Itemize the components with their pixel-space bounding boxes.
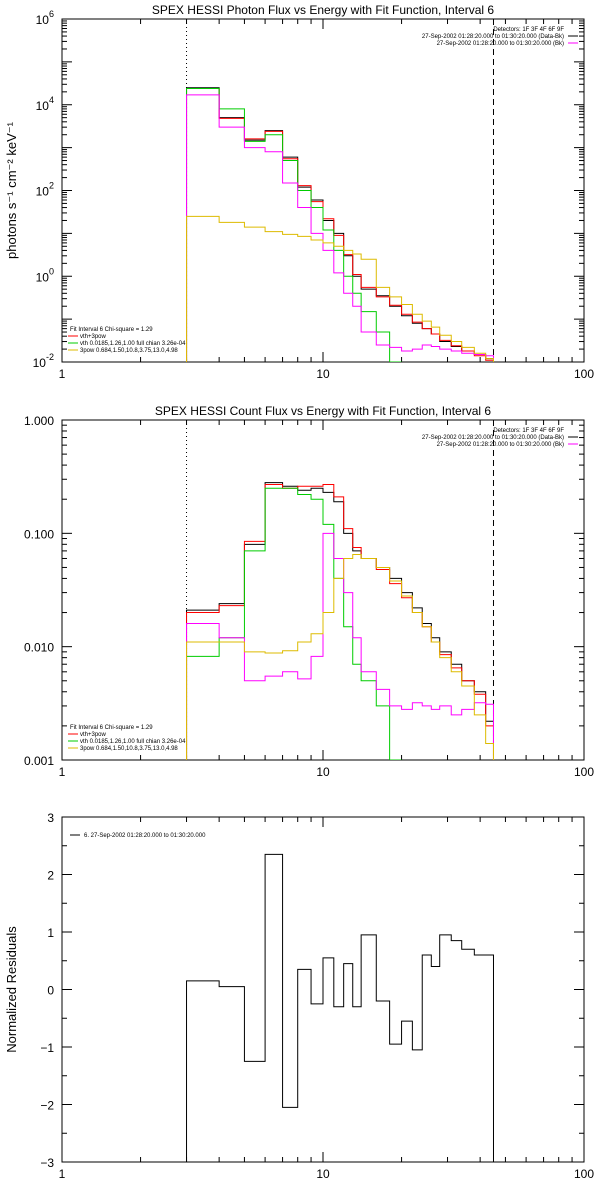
legend-entry: 3pow 0.684,1.50,10.8,3.75,13.0,4.98 <box>80 746 178 752</box>
y-tick-label: −2 <box>40 1099 54 1113</box>
y-tick-base: 10 <box>36 99 50 113</box>
y-tick-base: 10 <box>36 185 50 199</box>
series-line-1 <box>186 482 494 760</box>
y-tick-label: 106 <box>36 9 54 27</box>
legend-entry: 6. 27-Sep-2002 01:28:20.000 to 01:30:20.… <box>84 833 206 839</box>
x-tick-label: 1 <box>59 765 66 779</box>
series-line-2 <box>186 87 494 362</box>
legend-entry: Fit Interval 6 Chi-square = 1.29 <box>70 327 153 333</box>
y-tick-exponent: 4 <box>49 95 54 105</box>
y-tick-label: 102 <box>36 181 54 199</box>
y-tick-label: 100 <box>36 266 54 284</box>
y-tick-base: 10 <box>36 270 50 284</box>
legend-entry: Fit Interval 6 Chi-square = 1.29 <box>70 725 153 731</box>
legend-entry: 27-Sep-2002 01:28:20.000 to 01:30:20.000… <box>437 442 564 448</box>
y-tick-base: 10 <box>36 13 50 27</box>
x-tick-label: 1 <box>59 1167 66 1181</box>
legend-entry: 27-Sep-2002 01:28:20.000 to 01:30:20.000… <box>422 34 564 40</box>
chart-panel-3: Normalized Residuals 1 10 100 −3 −2 −1 0 1 2 3 6. 2… <box>4 811 594 1181</box>
legend-entry: 27-Sep-2002 01:28:20.000 to 01:30:20.000… <box>437 41 564 47</box>
legend-entry: vth 0.0185,1.26,1.00 full chian 3.26e-04 <box>80 739 186 745</box>
series-line-1 <box>186 853 494 1162</box>
y-tick-exponent: 0 <box>49 266 54 276</box>
legend-entry: vth+3pow <box>80 334 107 340</box>
x-tick-label: 1 <box>59 367 66 381</box>
x-tick-label: 10 <box>316 367 330 381</box>
y-tick-exponent: 2 <box>49 181 54 191</box>
y-tick-label: 10-2 <box>33 352 54 370</box>
series-line-4 <box>186 94 494 362</box>
y-tick-exponent: -2 <box>46 352 54 362</box>
legend-entry: vth+3pow <box>80 732 107 738</box>
series-line-5 <box>186 215 494 362</box>
series-line-4 <box>186 532 494 760</box>
series-line-2 <box>186 483 494 760</box>
legend-entry: Detectors: 1F 3F 4F 6F 9F <box>493 428 564 434</box>
y-tick-exponent: 6 <box>49 9 54 19</box>
y-tick-label: 1.000 <box>24 414 54 428</box>
x-tick-label: 100 <box>574 367 594 381</box>
y-axis-label: photons s⁻¹ cm⁻² keV⁻¹ <box>4 121 19 259</box>
x-tick-label: 10 <box>316 1167 330 1181</box>
chart-title: SPEX HESSI Photon Flux vs Energy with Fi… <box>152 3 494 17</box>
series-line-5 <box>186 554 494 760</box>
y-tick-label: 0.100 <box>24 527 54 541</box>
plot-frame <box>61 18 585 363</box>
y-tick-label: 0.010 <box>24 641 54 655</box>
x-tick-label: 10 <box>316 765 330 779</box>
chart-panel-2: SPEX HESSI Count Flux vs Energy with Fit… <box>24 404 594 779</box>
y-tick-label: −1 <box>40 1041 54 1055</box>
y-tick-label: 1 <box>47 926 54 940</box>
y-tick-label: 2 <box>47 869 54 883</box>
y-tick-label: 3 <box>47 811 54 825</box>
x-tick-label: 100 <box>574 765 594 779</box>
legend-entry: vth 0.0185,1.26,1.00 full chian 3.26e-04 <box>80 341 186 347</box>
series-line-1 <box>186 87 494 362</box>
legend-entry: Detectors: 1F 3F 4F 6F 9F <box>493 27 564 33</box>
series-line-3 <box>186 487 402 760</box>
y-tick-base: 10 <box>33 356 47 370</box>
series-line-3 <box>186 87 402 362</box>
chart-title: SPEX HESSI Count Flux vs Energy with Fit… <box>155 404 491 418</box>
legend-entry: 3pow 0.684,1.50,10.8,3.75,13.0,4.98 <box>80 348 178 354</box>
x-tick-label: 100 <box>574 1167 594 1181</box>
chart-panel-1: SPEX HESSI Photon Flux vs Energy with Fi… <box>4 3 594 381</box>
y-axis-label: Normalized Residuals <box>4 926 19 1053</box>
legend-entry: 27-Sep-2002 01:28:20.000 to 01:30:20.000… <box>422 435 564 441</box>
y-tick-label: 0 <box>47 984 54 998</box>
y-tick-label: 104 <box>36 95 54 113</box>
y-tick-label: 0.001 <box>24 754 54 768</box>
y-tick-label: −3 <box>40 1156 54 1170</box>
